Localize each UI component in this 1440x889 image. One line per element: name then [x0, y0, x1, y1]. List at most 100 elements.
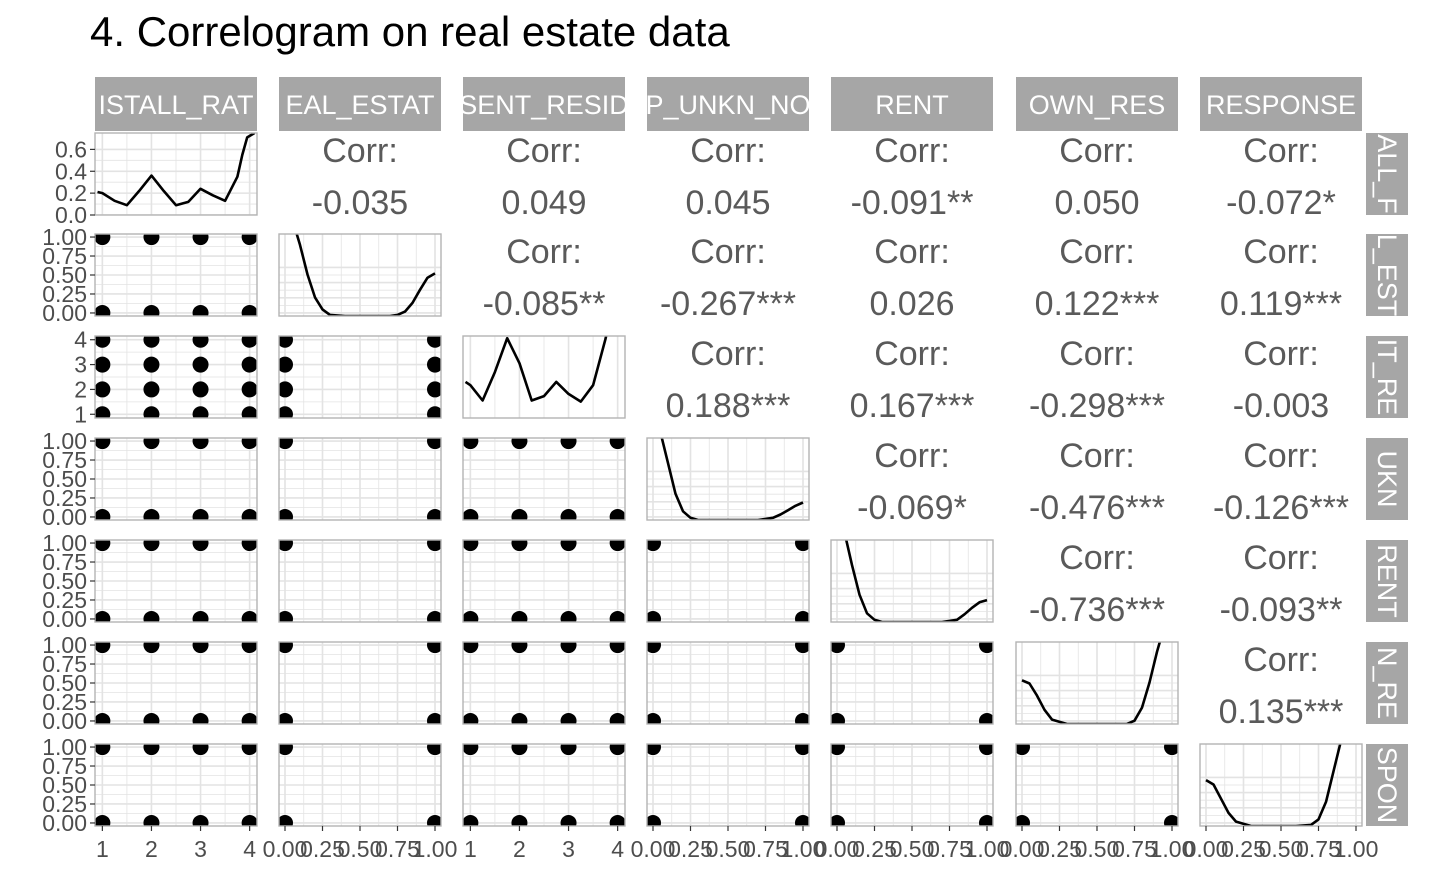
scatter-point [192, 814, 209, 826]
scatter-points [279, 642, 441, 724]
column-strip-label-group: RESPONSE [1206, 90, 1356, 120]
column-strip [95, 77, 257, 131]
y-tick-label: 0.75 [42, 651, 87, 677]
scatter-point [560, 712, 577, 724]
panel-grid [1016, 744, 1178, 826]
panel-grid [95, 438, 257, 520]
scatter-points [463, 642, 625, 724]
scatter-point [647, 642, 661, 654]
corr-value: -0.267*** [660, 285, 796, 323]
row-strip-label: RENT [1372, 544, 1402, 618]
column-strip-label-group: EAL_ESTAT [285, 90, 434, 120]
corr-label: Corr: [506, 233, 582, 271]
scatter-point [192, 744, 209, 756]
y-tick-label: 2 [74, 376, 87, 402]
corr-value: 0.167*** [850, 387, 975, 425]
y-tick-label: 0.75 [42, 447, 87, 473]
row-strip-label-group: L_EST [1372, 234, 1402, 316]
row-strip-label: ALL_F [1372, 134, 1402, 214]
column-strip-label: EAL_ESTAT [285, 90, 434, 120]
panel-grid [463, 438, 625, 520]
scatter-point [95, 381, 111, 398]
corr-value: -0.085** [483, 285, 606, 323]
scatter-point [463, 712, 479, 724]
scatter-point [609, 712, 625, 724]
chart-title: 4. Correlogram on real estate data [90, 8, 730, 55]
row-strip-label: N_RE [1372, 647, 1402, 719]
scatter-point [279, 814, 293, 826]
corr-value: -0.093** [1220, 591, 1343, 629]
scatter-point [95, 712, 111, 724]
scatter-point [1164, 744, 1178, 756]
y-tick-label: 0.6 [55, 136, 87, 162]
corr-value: 0.135*** [1219, 693, 1344, 731]
row-strip [1366, 642, 1408, 724]
y-tick-label: 1 [74, 401, 87, 427]
row-strip [1366, 336, 1408, 418]
row-strip-label-group: RENT [1372, 544, 1402, 618]
x-tick-label: 0.00 [1184, 836, 1229, 862]
scatter-point [609, 610, 625, 622]
scatter-point [427, 610, 441, 622]
density-curve [660, 438, 804, 520]
y-tick-label: 3 [74, 352, 87, 378]
corr-value: 0.119*** [1220, 285, 1342, 323]
row-strip-label: UKN [1372, 450, 1402, 507]
x-tick-label: 3 [562, 836, 575, 862]
panel-border [462, 335, 626, 419]
row-strip [1366, 438, 1408, 520]
scatter-point [95, 438, 111, 450]
column-strip [1016, 77, 1178, 131]
corr-value: 0.188*** [666, 387, 791, 425]
scatter-point [609, 642, 625, 654]
corr-value: -0.069* [857, 489, 967, 527]
scatter-point [192, 234, 209, 246]
panel-grid [831, 744, 993, 826]
panel-border [646, 539, 810, 623]
column-strip-label: P_UNKN_NO [645, 90, 810, 120]
scatter-point [241, 234, 257, 246]
scatter-point [279, 336, 293, 348]
row-strip [1366, 540, 1408, 622]
corr-label: Corr: [1243, 233, 1319, 271]
y-tick-label: 0.2 [55, 180, 87, 206]
scatter-point [463, 610, 479, 622]
y-tick-label: 0.4 [55, 158, 87, 184]
x-tick-label: 1.00 [1334, 836, 1379, 862]
scatter-point [241, 814, 257, 826]
corr-label: Corr: [1243, 641, 1319, 679]
scatter-point [511, 508, 528, 520]
scatter-point [192, 610, 209, 622]
scatter-point [427, 540, 441, 552]
density-curve [295, 234, 436, 316]
scatter-points [279, 744, 441, 826]
scatter-point [143, 744, 160, 756]
scatter-points [463, 744, 625, 826]
corr-value: -0.126*** [1213, 489, 1349, 527]
scatter-point [511, 610, 528, 622]
y-tick-label: 0.00 [42, 708, 87, 734]
panel-grid [1016, 642, 1178, 724]
scatter-point [560, 610, 577, 622]
scatter-point [192, 381, 209, 398]
scatter-point [647, 712, 661, 724]
scatter-point [143, 508, 160, 520]
panel-grid [279, 642, 441, 724]
column-strip-label: ISTALL_RAT [98, 90, 253, 120]
x-tick-label: 0.25 [852, 836, 897, 862]
scatter-point [192, 540, 209, 552]
corr-value: -0.003 [1233, 387, 1329, 425]
x-tick-label: 1.00 [1150, 836, 1195, 862]
y-tick-label: 4 [74, 327, 87, 353]
scatter-point [192, 336, 209, 348]
corr-label: Corr: [874, 132, 950, 170]
scatter-point [427, 406, 441, 418]
scatter-point [427, 381, 441, 398]
scatter-points [647, 540, 809, 622]
row-strip-label-group: UKN [1372, 450, 1402, 507]
column-strip-label-group: SENT_RESID [463, 90, 625, 120]
x-tick-label: 0.00 [815, 836, 860, 862]
x-tick-label: 0.25 [1037, 836, 1082, 862]
column-strip [831, 77, 993, 131]
y-tick-label: 1.00 [42, 224, 87, 250]
